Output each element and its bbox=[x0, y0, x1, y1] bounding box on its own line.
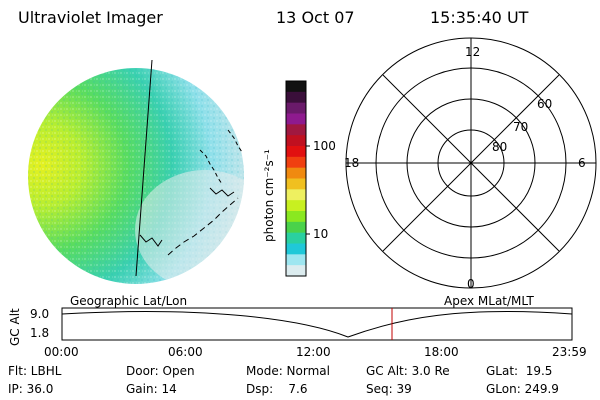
mlt-label-0: 0 bbox=[467, 277, 475, 291]
status-gc-alt: GC Alt: 3.0 Re bbox=[366, 364, 450, 378]
colorbar-band bbox=[286, 167, 306, 180]
mlt-label-6: 6 bbox=[578, 156, 586, 170]
status-seq: Seq: 39 bbox=[366, 382, 412, 396]
geographic-label: Geographic Lat/Lon bbox=[70, 294, 188, 308]
status-glon: GLon: 249.9 bbox=[486, 382, 559, 396]
meridian-line bbox=[135, 59, 153, 277]
x-tick-0000: 00:00 bbox=[44, 345, 79, 359]
y-tick-1-8: 1.8 bbox=[30, 326, 50, 340]
polar-plot bbox=[345, 37, 597, 289]
colorbar-band bbox=[286, 189, 306, 201]
colorbar-band bbox=[286, 81, 306, 93]
x-tick-2359: 23:59 bbox=[552, 345, 587, 359]
colorbar-band bbox=[286, 91, 306, 104]
colorbar-band bbox=[286, 178, 306, 190]
altitude-timeline bbox=[61, 307, 573, 341]
mlt-label-18: 18 bbox=[344, 156, 360, 170]
status-dsp: Dsp: 7.6 bbox=[246, 382, 308, 396]
colorbar-band bbox=[286, 200, 306, 212]
date-label: 13 Oct 07 bbox=[276, 8, 355, 27]
mlat-label-60: 60 bbox=[537, 97, 553, 111]
status-door: Door: Open bbox=[126, 364, 195, 378]
apex-label: Apex MLat/MLT bbox=[444, 294, 534, 308]
colorbar-unit-label: photon cm⁻²s⁻¹ bbox=[262, 149, 276, 242]
colorbar-frame bbox=[285, 80, 310, 277]
status-glat: GLat: 19.5 bbox=[486, 364, 553, 378]
colorbar bbox=[286, 81, 306, 277]
colorbar-band bbox=[286, 211, 306, 223]
colorbar-tick-100: 100 bbox=[313, 139, 336, 153]
time-label: 15:35:40 UT bbox=[430, 8, 529, 27]
gc-alt-axis-label: GC Alt bbox=[8, 308, 22, 346]
x-tick-1800: 18:00 bbox=[424, 345, 459, 359]
x-tick-0600: 06:00 bbox=[168, 345, 203, 359]
colorbar-band bbox=[286, 113, 306, 125]
colorbar-band bbox=[286, 102, 306, 115]
instrument-title: Ultraviolet Imager bbox=[18, 8, 163, 27]
status-flt: Flt: LBHL bbox=[8, 364, 62, 378]
colorbar-band bbox=[286, 146, 306, 158]
mlat-label-70: 70 bbox=[513, 120, 529, 134]
colorbar-band bbox=[286, 232, 306, 245]
colorbar-tick-10: 10 bbox=[313, 227, 329, 241]
mlat-label-80: 80 bbox=[492, 140, 508, 154]
status-mode: Mode: Normal bbox=[246, 364, 330, 378]
colorbar-band bbox=[286, 265, 306, 277]
x-tick-1200: 12:00 bbox=[296, 345, 331, 359]
mlt-label-12: 12 bbox=[465, 45, 481, 59]
status-ip: IP: 36.0 bbox=[8, 382, 54, 396]
colorbar-band bbox=[286, 254, 306, 266]
auroral-image-disc bbox=[28, 59, 244, 284]
colorbar-band bbox=[286, 221, 306, 234]
colorbar-band bbox=[286, 243, 306, 255]
colorbar-band bbox=[286, 135, 306, 147]
status-gain: Gain: 14 bbox=[126, 382, 177, 396]
colorbar-band bbox=[286, 124, 306, 136]
colorbar-band bbox=[286, 156, 306, 169]
y-tick-9: 9.0 bbox=[30, 307, 50, 321]
